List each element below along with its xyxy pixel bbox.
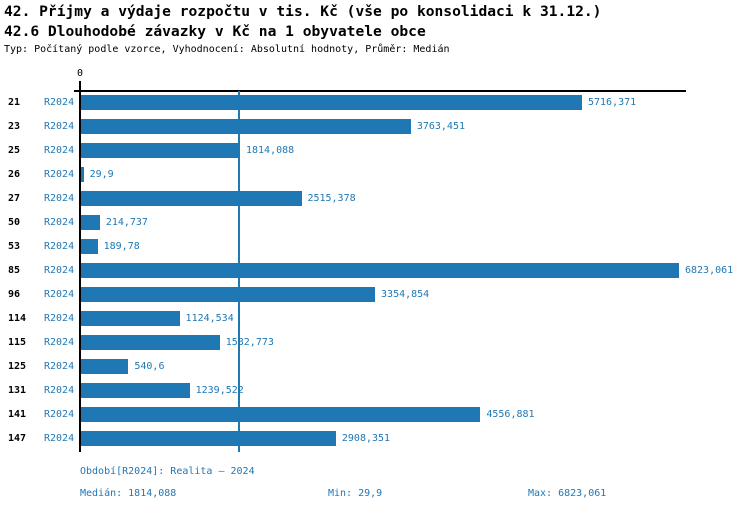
series-label: R2024 — [44, 193, 75, 204]
value-label: 6823,061 — [685, 265, 734, 276]
value-label: 3354,854 — [381, 289, 430, 300]
series-label: R2024 — [44, 337, 75, 348]
bar-row: 125 R2024 540,6 — [0, 355, 750, 379]
value-label: 5716,371 — [588, 97, 637, 108]
series-label: R2024 — [44, 241, 75, 252]
series-label: R2024 — [44, 121, 75, 132]
bar — [81, 311, 180, 326]
series-label: R2024 — [44, 313, 75, 324]
bar — [81, 143, 240, 158]
bar-row: 147 R2024 2908,351 — [0, 427, 750, 451]
bar-row: 27 R2024 2515,378 — [0, 187, 750, 211]
x-axis-zero-tick-label: 0 — [76, 68, 84, 79]
bar — [81, 407, 481, 422]
series-label: R2024 — [44, 361, 75, 372]
series-label: R2024 — [44, 385, 75, 396]
footer-period-label: Období[R2024]: Realita – 2024 — [80, 466, 255, 477]
footer-max-stat: Max: 6823,061 — [528, 488, 607, 499]
chart-meta-line: Typ: Počítaný podle vzorce, Vyhodnocení:… — [4, 44, 450, 55]
series-label: R2024 — [44, 169, 75, 180]
category-label: 141 — [8, 409, 27, 420]
bar-row: 96 R2024 3354,854 — [0, 283, 750, 307]
value-label: 1124,534 — [185, 313, 234, 324]
value-label: 1582,773 — [225, 337, 274, 348]
bar-row: 85 R2024 6823,061 — [0, 259, 750, 283]
bar — [81, 119, 411, 134]
bar — [81, 335, 220, 350]
value-label: 1239,522 — [195, 385, 244, 396]
value-label: 214,737 — [105, 217, 148, 228]
series-label: R2024 — [44, 409, 75, 420]
bar-row: 114 R2024 1124,534 — [0, 307, 750, 331]
footer-median-stat: Medián: 1814,088 — [80, 488, 177, 499]
bar — [81, 167, 84, 182]
bar — [81, 383, 190, 398]
y-axis-line — [79, 81, 81, 452]
bar-row: 25 R2024 1814,088 — [0, 139, 750, 163]
category-label: 85 — [8, 265, 21, 276]
bar — [81, 359, 129, 374]
category-label: 147 — [8, 433, 27, 444]
chart-subtitle: 42.6 Dlouhodobé závazky v Kč na 1 obyvat… — [4, 23, 426, 40]
bar — [81, 431, 336, 446]
series-label: R2024 — [44, 433, 75, 444]
bar — [81, 191, 302, 206]
value-label: 3763,451 — [416, 121, 465, 132]
bar-row: 50 R2024 214,737 — [0, 211, 750, 235]
bar-row: 21 R2024 5716,371 — [0, 91, 750, 115]
category-label: 115 — [8, 337, 27, 348]
value-label: 4556,881 — [486, 409, 535, 420]
value-label: 2515,378 — [307, 193, 356, 204]
footer-min-stat: Min: 29,9 — [328, 488, 383, 499]
value-label: 189,78 — [103, 241, 140, 252]
value-label: 2908,351 — [341, 433, 391, 444]
bar-row: 115 R2024 1582,773 — [0, 331, 750, 355]
category-label: 125 — [8, 361, 27, 372]
bar — [81, 239, 98, 254]
category-label: 114 — [8, 313, 27, 324]
category-label: 25 — [8, 145, 21, 156]
series-label: R2024 — [44, 217, 75, 228]
series-label: R2024 — [44, 265, 75, 276]
category-label: 27 — [8, 193, 21, 204]
category-label: 23 — [8, 121, 21, 132]
bar — [81, 215, 100, 230]
bar — [81, 263, 679, 278]
value-label: 1814,088 — [245, 145, 295, 156]
category-label: 131 — [8, 385, 27, 396]
category-label: 53 — [8, 241, 21, 252]
bar-row: 141 R2024 4556,881 — [0, 403, 750, 427]
bar-row: 131 R2024 1239,522 — [0, 379, 750, 403]
bar-row: 26 R2024 29,9 — [0, 163, 750, 187]
category-label: 26 — [8, 169, 21, 180]
value-label: 29,9 — [89, 169, 114, 180]
series-label: R2024 — [44, 289, 75, 300]
category-label: 96 — [8, 289, 21, 300]
bar-row: 23 R2024 3763,451 — [0, 115, 750, 139]
bar — [81, 287, 375, 302]
chart-title: 42. Příjmy a výdaje rozpočtu v tis. Kč (… — [4, 3, 602, 20]
plot-top-border — [74, 90, 686, 92]
bar — [81, 95, 582, 110]
category-label: 50 — [8, 217, 21, 228]
value-label: 540,6 — [134, 361, 165, 372]
category-label: 21 — [8, 97, 21, 108]
series-label: R2024 — [44, 97, 75, 108]
bar-rows-container: 21 R2024 5716,371 23 R2024 3763,451 25 R2024 181… — [0, 91, 750, 451]
bar-row: 53 R2024 189,78 — [0, 235, 750, 259]
series-label: R2024 — [44, 145, 75, 156]
